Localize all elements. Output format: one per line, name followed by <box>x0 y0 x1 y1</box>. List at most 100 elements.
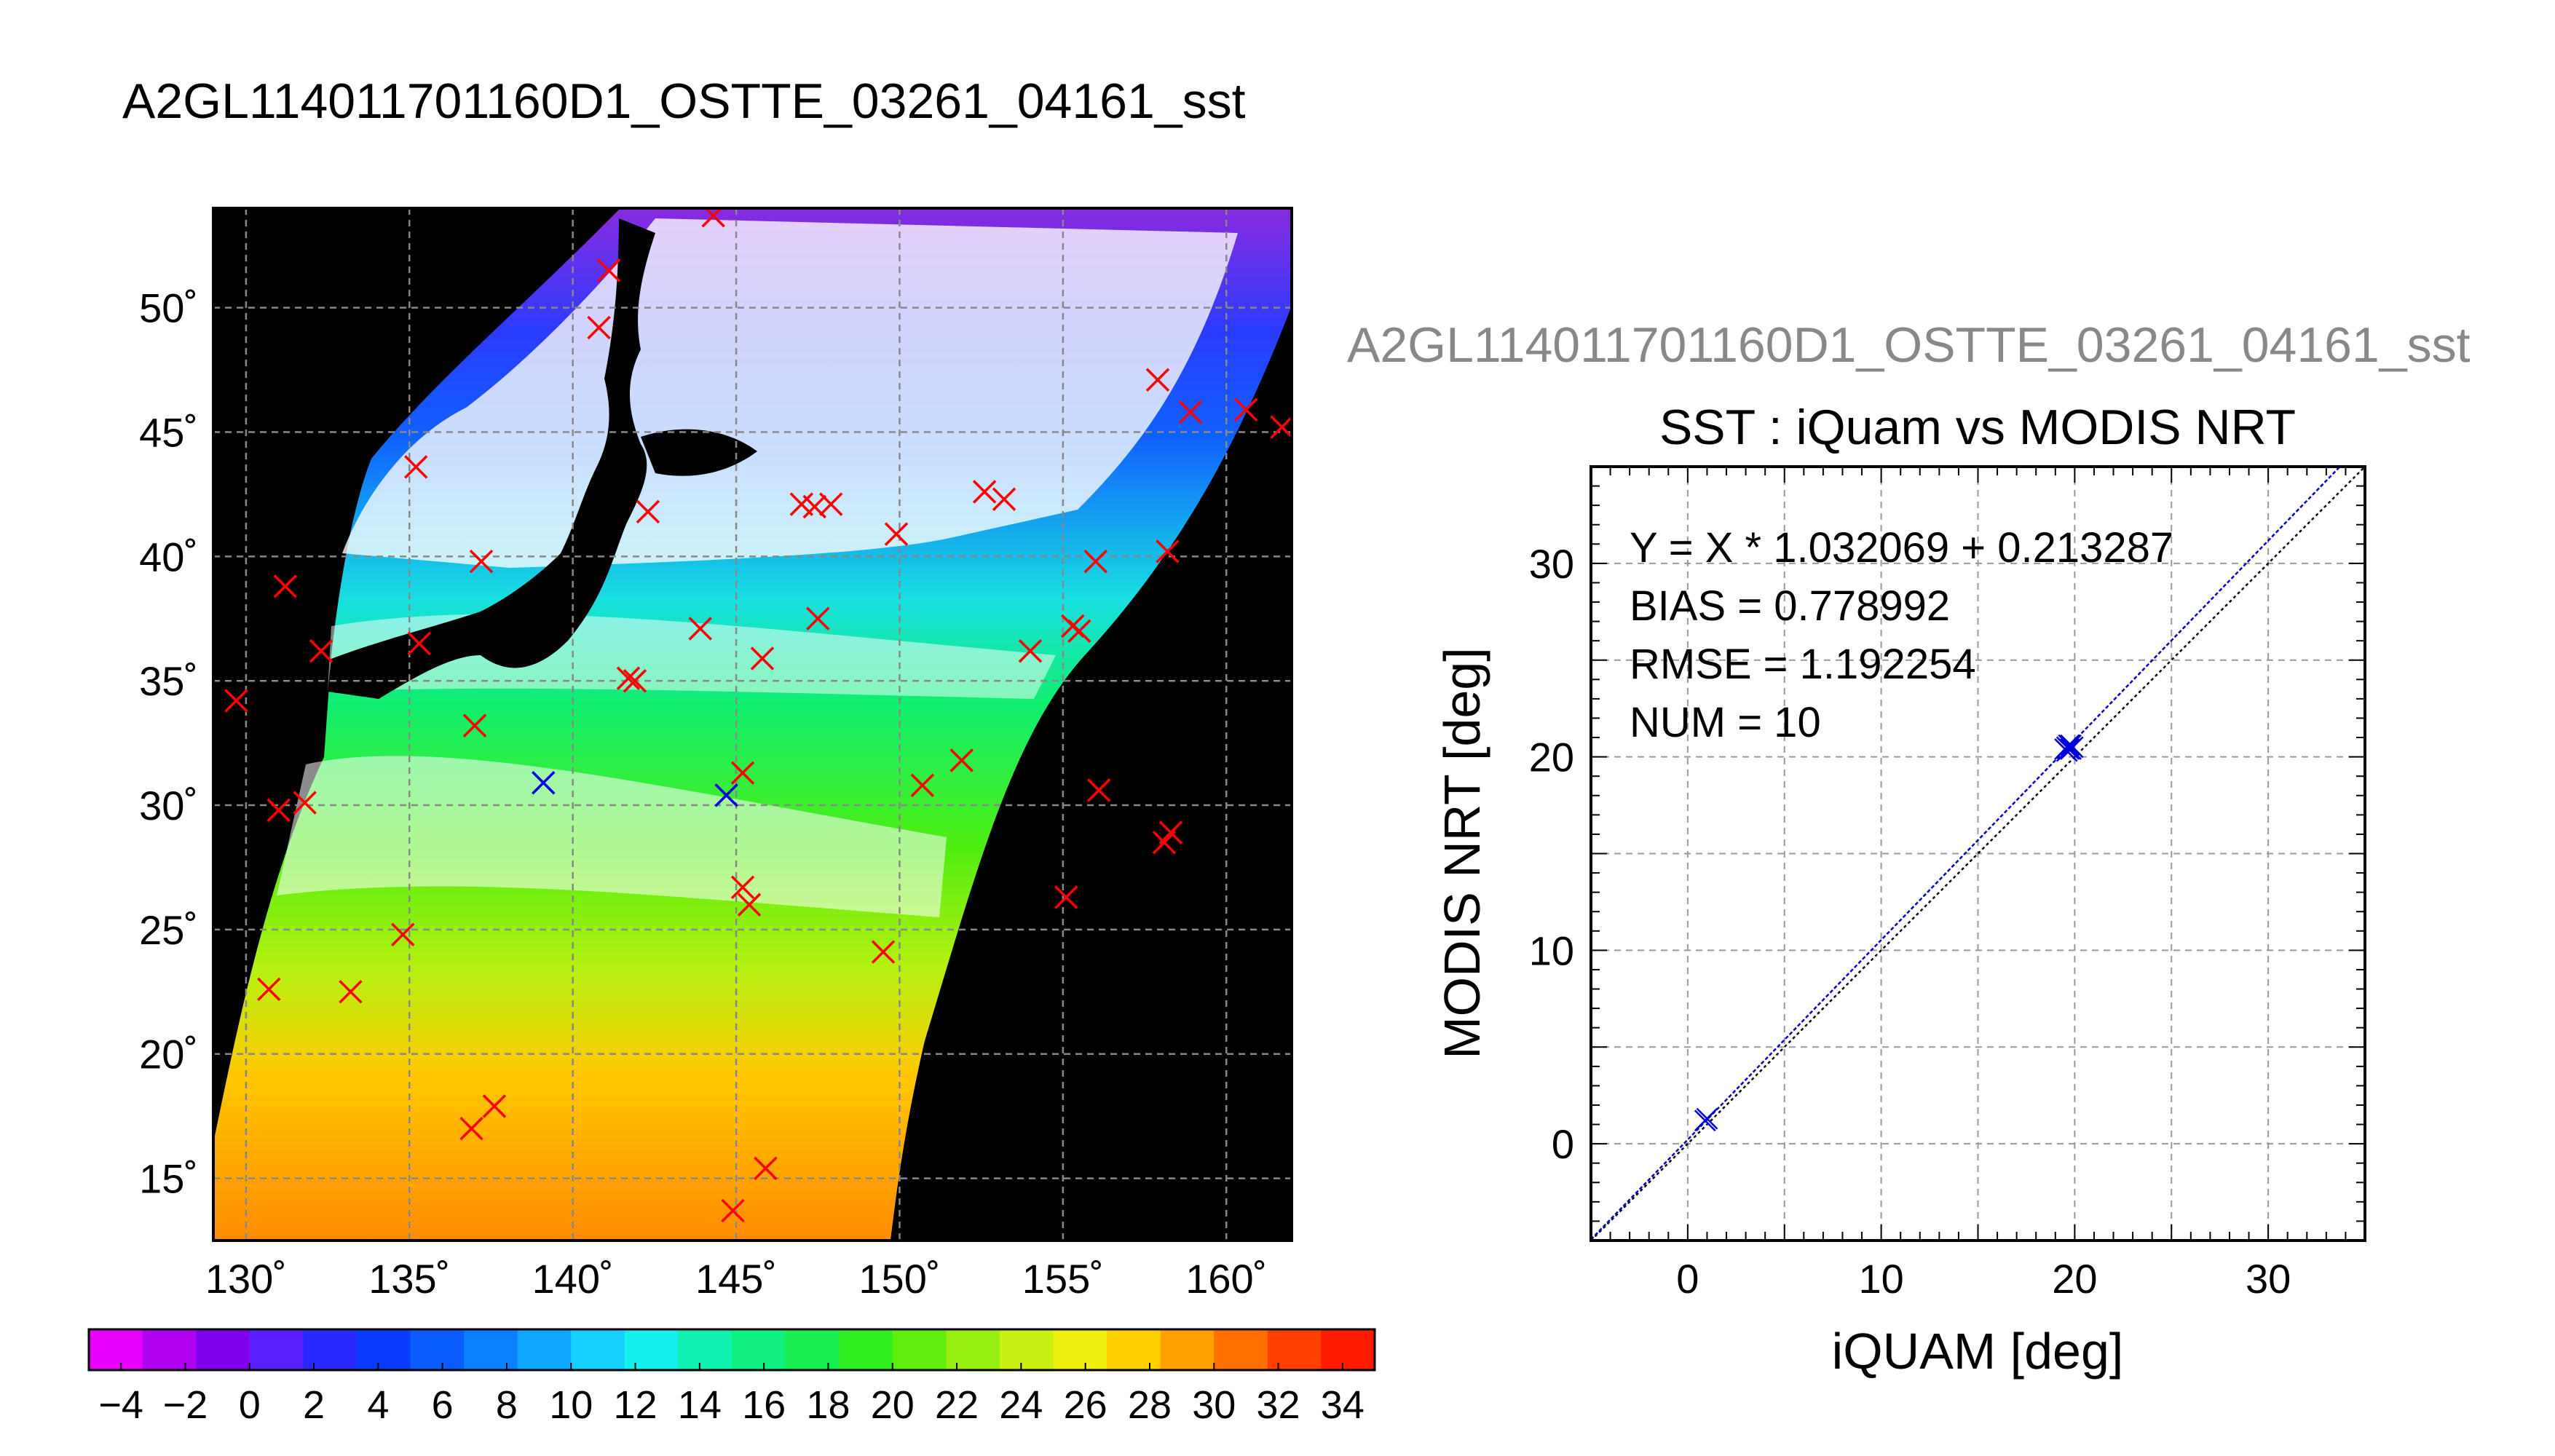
stat-bias: BIAS = 0.778992 <box>1630 582 1950 630</box>
match-point-marker-stroke-b <box>910 773 935 797</box>
match-point-marker <box>730 761 755 785</box>
match-point-marker <box>596 258 621 282</box>
match-point-marker-stroke-b <box>404 455 428 479</box>
match-point-marker-stroke-b <box>730 875 755 900</box>
map-y-tick-labels: 15˚ 20˚ 25˚ 30˚ 35˚ 40˚ 45˚ 50˚ <box>139 285 198 1202</box>
scatter-point-marker <box>2060 734 2082 756</box>
scatter-y-tick-label: 20 <box>1529 735 1574 780</box>
match-point-marker-stroke-b <box>273 574 297 598</box>
colorbar-cells <box>89 1329 1375 1370</box>
colorbar-tick-label: 24 <box>999 1383 1043 1427</box>
scatter-point-marker-stroke-b <box>1696 1107 1718 1130</box>
map-y-tick-label: 35˚ <box>139 658 198 704</box>
map-y-tick-label: 40˚ <box>139 534 198 579</box>
stat-fit-equation: Y = X * 1.032069 + 0.213287 <box>1630 524 2173 571</box>
map-x-tick-label: 160˚ <box>1185 1256 1267 1302</box>
scatter-x-tick-labels: 0 10 20 30 <box>1676 1256 2291 1302</box>
match-point-marker <box>273 574 297 598</box>
match-point-marker <box>737 893 762 917</box>
match-point-marker <box>1156 539 1180 563</box>
buoy-point-marker <box>714 783 738 807</box>
black-outside-swath <box>891 306 1292 1241</box>
match-point-marker <box>688 617 712 641</box>
land-japan <box>328 218 655 699</box>
colorbar-tick-label: 28 <box>1128 1383 1172 1427</box>
match-point-marker-stroke-b <box>949 748 974 772</box>
colorbar-tick-label: 10 <box>549 1383 593 1427</box>
colorbar-cell <box>999 1329 1054 1370</box>
match-point-marker <box>1152 831 1177 855</box>
colorbar-cell <box>142 1329 197 1370</box>
match-point-marker-stroke-b <box>623 668 647 693</box>
map-x-tick-label: 145˚ <box>695 1256 777 1302</box>
match-point-marker <box>750 646 775 670</box>
match-point-marker-stroke-b <box>596 258 621 282</box>
match-point-marker-stroke-b <box>224 689 248 713</box>
match-point-marker <box>1158 820 1183 844</box>
match-point-marker <box>293 791 317 815</box>
match-point-marker-stroke-b <box>737 893 762 917</box>
stat-rmse: RMSE = 1.192254 <box>1630 641 1976 688</box>
colorbar-cell <box>946 1329 1000 1370</box>
scatter-point-marker-stroke-b <box>2058 738 2080 760</box>
match-point-marker-stroke-b <box>1083 549 1107 574</box>
match-point-marker <box>482 1094 507 1118</box>
match-point-marker <box>1270 415 1292 439</box>
match-point-marker <box>339 980 363 1004</box>
match-point-marker <box>407 631 431 656</box>
map-panel: 130˚ 135˚ 140˚ 145˚ 150˚ 155˚ 160˚ 15˚ 20˚ 25˚ 30… <box>139 207 1293 1302</box>
scatter-x-tick-label: 30 <box>2246 1256 2291 1302</box>
colorbar-cell <box>89 1329 143 1370</box>
match-point-marker-stroke-b <box>266 798 291 823</box>
map-y-tick-label: 30˚ <box>139 783 198 828</box>
buoy-point-marker-stroke-b <box>532 771 556 795</box>
colorbar-tick-label: 12 <box>614 1383 657 1427</box>
match-point-marker <box>1054 885 1078 909</box>
match-point-marker-stroke-b <box>459 1117 483 1141</box>
colorbar-tick-label: 20 <box>871 1383 915 1427</box>
colorbar-tick-label: 2 <box>303 1383 325 1427</box>
match-point-marker-stroke-b <box>587 315 611 340</box>
scatter-y-tick-labels: 0 10 20 30 <box>1529 541 1574 1167</box>
match-point-marker <box>1145 368 1170 392</box>
match-point-marker-stroke-b <box>688 617 712 641</box>
colorbar-cell <box>892 1329 947 1370</box>
match-point-marker <box>884 522 909 546</box>
match-point-marker <box>910 773 935 797</box>
colorbar-cell <box>678 1329 732 1370</box>
match-point-marker-stroke-b <box>721 1198 745 1223</box>
colorbar-cell <box>356 1329 411 1370</box>
colorbar-tick-label: 30 <box>1192 1383 1236 1427</box>
colorbar-frame <box>87 1328 1376 1372</box>
colorbar-tick-label: 32 <box>1257 1383 1300 1427</box>
match-point-marker-stroke-b <box>1054 885 1078 909</box>
match-point-marker-stroke-b <box>616 666 641 691</box>
one-to-one-line <box>1591 467 2365 1241</box>
scatter-y-tick-label: 10 <box>1529 927 1574 973</box>
scatter-point-marker <box>1696 1107 1718 1130</box>
match-point-marker-stroke-b <box>636 499 660 524</box>
match-point-marker <box>469 549 494 574</box>
match-point-marker-stroke-b <box>1178 400 1203 424</box>
colorbar-cell <box>249 1329 304 1370</box>
match-point-marker <box>266 798 291 823</box>
colorbar-tick-label: 0 <box>239 1383 261 1427</box>
match-point-marker <box>391 922 415 946</box>
colorbar-cell <box>1053 1329 1107 1370</box>
match-point-marker <box>818 492 843 516</box>
colorbar-tick-label: 8 <box>496 1383 518 1427</box>
map-y-tick-label: 25˚ <box>139 907 198 953</box>
match-point-marker-stroke-b <box>806 606 830 631</box>
scatter-point-marker-stroke-b <box>2058 734 2080 756</box>
match-point-marker <box>1178 400 1203 424</box>
match-point-marker-stroke-b <box>1270 415 1292 439</box>
map-y-tick-label: 20˚ <box>139 1032 198 1077</box>
colorbar-cell <box>303 1329 358 1370</box>
map-gridlines <box>213 208 1292 1241</box>
scatter-points <box>1694 734 2084 1132</box>
match-point-marker-stroke-b <box>992 487 1016 512</box>
match-point-marker <box>404 455 428 479</box>
map-x-tick-label: 130˚ <box>205 1256 287 1302</box>
match-point-marker <box>587 315 611 340</box>
